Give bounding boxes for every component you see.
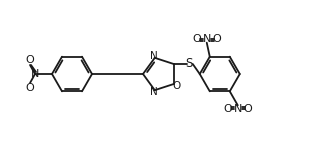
- Text: N: N: [203, 34, 211, 44]
- Text: N: N: [31, 69, 39, 79]
- Text: O: O: [25, 55, 34, 65]
- Text: N: N: [150, 51, 158, 61]
- Text: O: O: [243, 104, 252, 114]
- Text: S: S: [185, 57, 192, 70]
- Text: O: O: [192, 34, 201, 44]
- Text: O: O: [25, 83, 34, 93]
- Text: N: N: [150, 87, 158, 97]
- Text: O: O: [223, 104, 232, 114]
- Text: N: N: [234, 104, 242, 114]
- Text: O: O: [173, 81, 181, 91]
- Text: O: O: [213, 34, 221, 44]
